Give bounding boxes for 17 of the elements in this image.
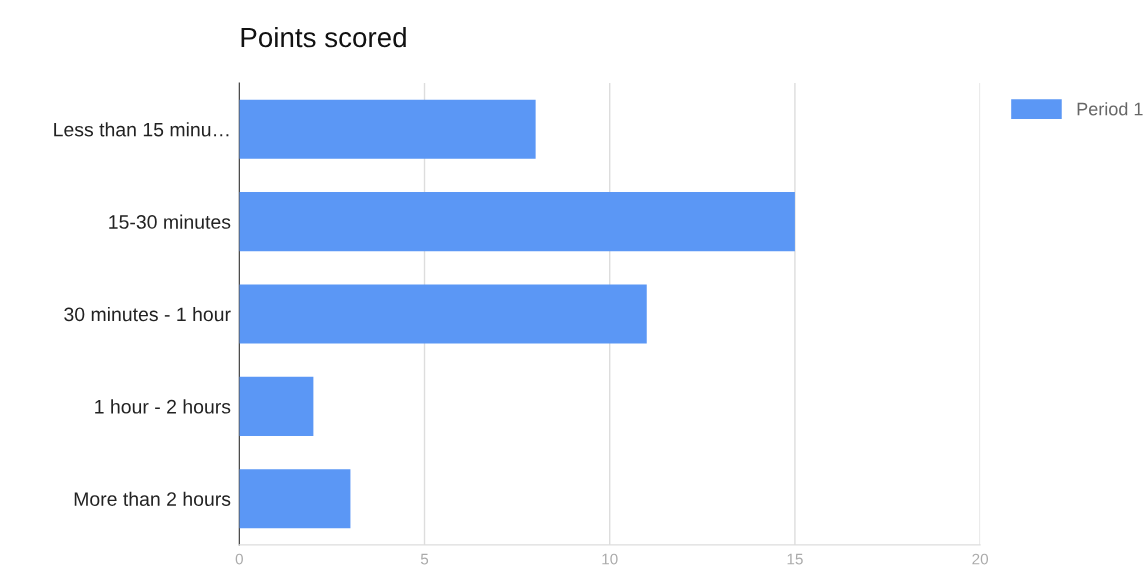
bar	[239, 99, 536, 159]
chart-title: Points scored	[241, 26, 406, 48]
y-tick-label: Less than 15 minu…	[54, 122, 229, 137]
x-tick-label: 20	[972, 553, 989, 565]
bar	[239, 192, 795, 252]
bar	[239, 469, 351, 529]
x-tick-label: 15	[787, 553, 803, 565]
x-tick-label: 0	[235, 553, 243, 565]
y-tick-label: 15-30 minutes	[109, 214, 231, 229]
bar	[239, 376, 314, 436]
bar	[239, 284, 647, 344]
x-tick-label: 10	[602, 553, 618, 565]
y-tick-label: 30 minutes - 1 hour	[64, 306, 231, 322]
y-tick-label: 1 hour - 2 hours	[95, 399, 231, 414]
legend-label: Period 1	[1077, 102, 1143, 116]
y-tick-label: More than 2 hours	[74, 491, 231, 506]
x-tick-label: 5	[420, 553, 429, 565]
